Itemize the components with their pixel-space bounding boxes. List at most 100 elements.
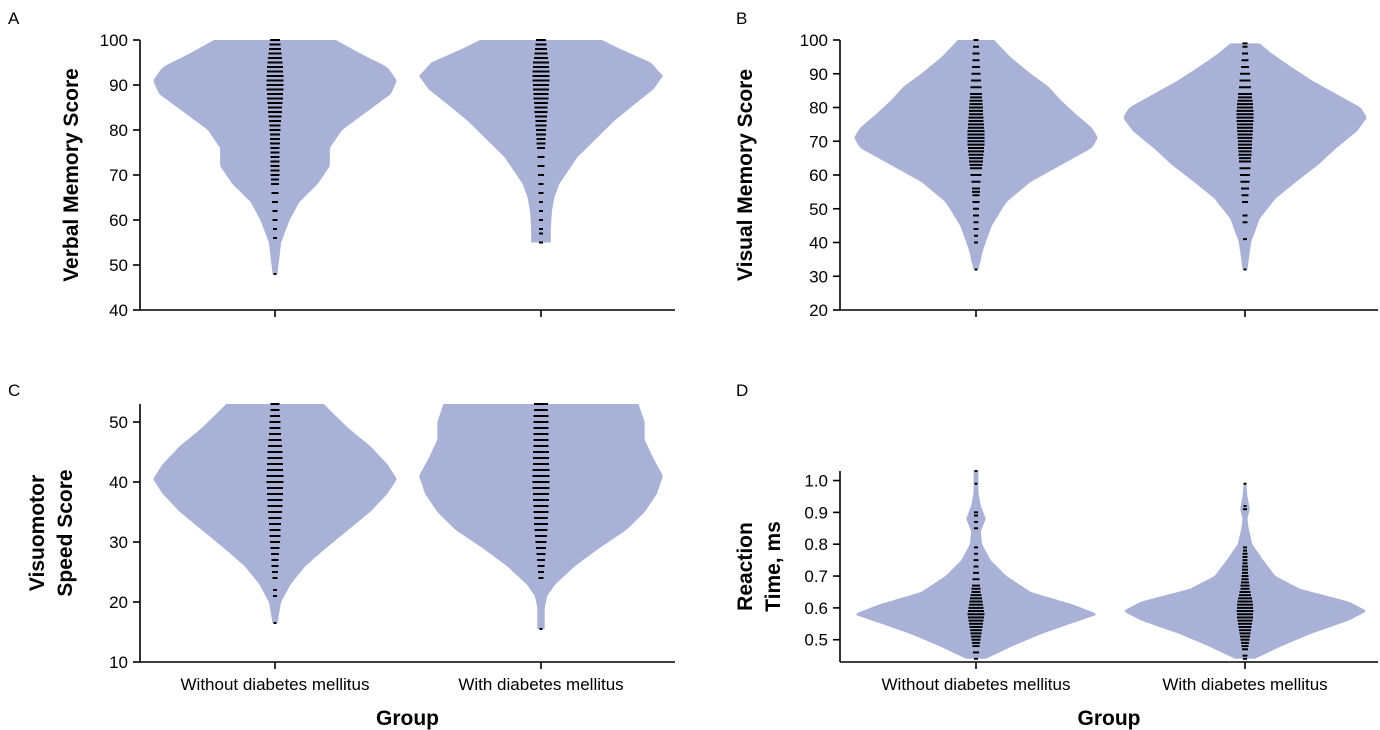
y-tick-label: 30 (809, 267, 828, 286)
y-tick-label: 40 (809, 234, 828, 253)
data-point (971, 79, 981, 82)
violin-with-dm (419, 40, 663, 243)
data-point (1238, 143, 1252, 146)
data-point (1239, 157, 1251, 160)
y-tick-label: 0.9 (804, 503, 828, 522)
data-point (534, 409, 548, 411)
data-point (533, 88, 549, 91)
data-point (973, 651, 979, 654)
data-point (968, 126, 984, 129)
data-point (971, 590, 981, 593)
data-point (272, 201, 278, 203)
data-point (1241, 194, 1249, 197)
data-point (1241, 645, 1249, 648)
data-point (1242, 559, 1248, 562)
data-point (1240, 72, 1250, 75)
data-point (267, 102, 283, 104)
data-point (971, 587, 981, 590)
data-point (534, 57, 548, 59)
data-point (970, 174, 982, 176)
data-point (968, 619, 984, 622)
data-point (1239, 79, 1251, 82)
panel-letter: D (736, 381, 748, 400)
data-point (1237, 603, 1253, 606)
y-tick-label: 90 (809, 65, 828, 84)
data-point (1237, 133, 1253, 136)
data-point (533, 499, 549, 501)
data-point (1241, 59, 1249, 62)
violin-with-dm (1123, 43, 1367, 270)
data-point (269, 124, 281, 127)
data-point (532, 469, 550, 471)
data-point (533, 433, 549, 435)
data-point (972, 584, 980, 587)
y-tick-label: 60 (109, 211, 128, 230)
y-tick-label: 100 (800, 31, 828, 50)
data-point (269, 120, 281, 122)
data-point (269, 535, 281, 537)
panel-b: B 20 30 40 50 60 70 80 90 100 Visual Memory Score (734, 9, 1378, 320)
violin-with-dm (419, 404, 663, 629)
data-point (535, 535, 547, 537)
data-point (1240, 180, 1250, 183)
data-point (1237, 126, 1253, 129)
data-point (269, 421, 281, 423)
data-point (974, 511, 978, 514)
y-tick-label: 70 (809, 132, 828, 151)
x-category-label: With diabetes mellitus (458, 675, 623, 694)
data-point (1241, 581, 1249, 584)
y-tick-label: 40 (109, 301, 128, 320)
data-point (268, 445, 282, 447)
data-point (534, 111, 548, 113)
data-point (273, 622, 277, 624)
data-point (539, 219, 543, 221)
data-point (968, 116, 984, 119)
data-point (967, 133, 985, 136)
data-point (971, 180, 981, 183)
data-point (1242, 571, 1248, 574)
data-point (534, 529, 548, 531)
data-point (1240, 584, 1250, 587)
data-point (973, 214, 979, 217)
data-point (969, 603, 983, 606)
data-point (270, 156, 280, 158)
data-point (537, 165, 545, 167)
data-point (271, 178, 279, 181)
data-point (535, 541, 547, 543)
data-point (536, 547, 546, 549)
data-point (270, 160, 280, 163)
data-point (1241, 187, 1249, 190)
data-point (1239, 590, 1251, 593)
data-point (972, 194, 980, 197)
data-point (974, 234, 978, 237)
data-point (270, 415, 280, 417)
data-point (974, 552, 978, 555)
data-point (533, 421, 549, 423)
data-point (1240, 174, 1250, 176)
data-point (967, 140, 985, 143)
y-tick-label: 0.5 (804, 631, 828, 650)
data-point (1238, 597, 1252, 600)
y-tick-label: 60 (809, 166, 828, 185)
data-point (532, 475, 550, 477)
data-point (534, 106, 548, 109)
data-point (270, 138, 280, 140)
data-point (536, 129, 546, 131)
data-point (1236, 109, 1254, 112)
data-point (268, 52, 282, 55)
data-point (968, 147, 984, 149)
data-point (272, 577, 278, 579)
data-point (1242, 214, 1248, 217)
y-tick-label: 50 (809, 200, 828, 219)
data-point (271, 559, 279, 561)
data-point (1241, 575, 1249, 578)
data-point (974, 657, 978, 660)
data-point (1242, 552, 1248, 555)
data-point (1242, 648, 1248, 651)
data-point (1236, 113, 1254, 116)
data-point (533, 493, 549, 495)
data-point (538, 571, 544, 573)
data-point (973, 565, 979, 568)
data-point (271, 553, 279, 555)
data-point (268, 106, 282, 109)
